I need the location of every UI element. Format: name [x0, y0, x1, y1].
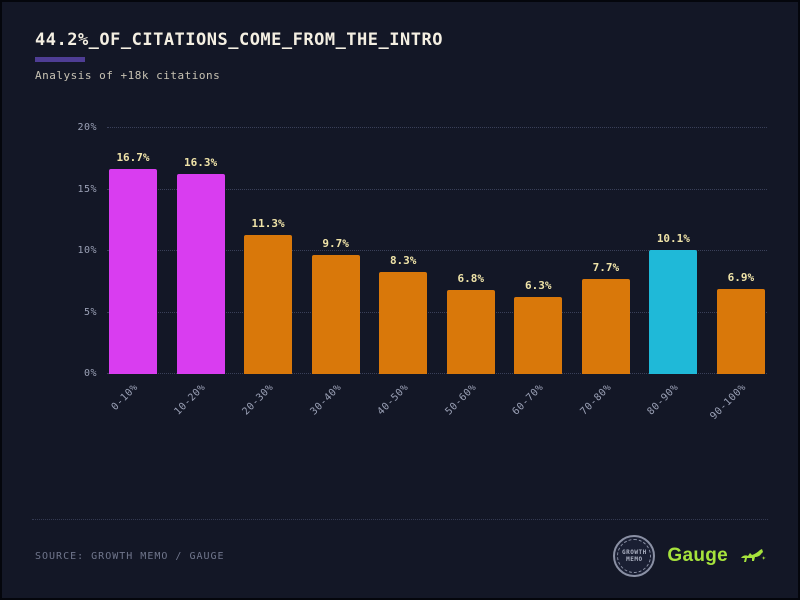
x-axis-tick-label: 0-10% [109, 382, 141, 413]
x-axis-tick-label: 10-20% [172, 382, 209, 418]
y-axis-tick-label: 0% [83, 368, 97, 379]
bar [446, 290, 495, 374]
bar-value-label: 11.3% [251, 217, 285, 231]
bar [379, 271, 428, 374]
x-axis-tick-label: 90-100% [708, 382, 749, 423]
gridline-10% [107, 250, 767, 251]
x-axis-tick-label: 20-30% [240, 382, 276, 418]
bar-column: 6.8% 50-60% [443, 128, 495, 417]
y-axis-tick-label: 10% [77, 245, 97, 256]
bar-value-label: 6.8% [457, 272, 484, 286]
bar-value-label: 16.7% [116, 150, 150, 164]
bar-column: 7.7% 70-80% [578, 128, 630, 417]
bar-value-label: 6.3% [525, 278, 552, 292]
bar-column: 8.3% 40-50% [376, 128, 428, 417]
bar-value-label: 7.7% [592, 261, 620, 275]
bar-column: 11.3% 20-30% [240, 128, 293, 417]
page-subtitle: Analysis of +18k citations [35, 69, 221, 82]
x-axis-tick-label: 30-40% [307, 382, 344, 418]
footer-divider [32, 519, 768, 520]
bar [109, 168, 157, 374]
bars-container: 16.7% 0-10% 16.3% 10-20% 11.3% 20-30% 9.7% 30-4… [109, 128, 765, 422]
bar [716, 289, 765, 374]
growth-memo-badge: GROWTH MEMO [613, 535, 656, 577]
bar [176, 173, 225, 374]
gauge-logo-text: Gauge [667, 545, 728, 566]
bar-column: 16.7% 0-10% [109, 128, 157, 413]
gridline-20% [107, 127, 767, 128]
bar-chart-plot-area: 0% 5% 10% 15% 20% 16.7% 0-10% 16.3% 10-20% 11.3% 2… [77, 122, 767, 422]
bar [581, 279, 630, 374]
bar-column: 16.3% 10-20% [173, 128, 225, 417]
x-axis-tick-label: 50-60% [443, 382, 479, 418]
bar [311, 254, 360, 374]
title-underline [35, 57, 85, 62]
y-axis-tick-label: 20% [77, 122, 97, 133]
y-axis-tick-label: 5% [83, 306, 97, 318]
bar [514, 296, 563, 374]
bar-column: 10.1% 80-90% [646, 128, 698, 417]
bar-column: 6.9% 90-100% [709, 128, 765, 422]
y-axis-tick-label: 15% [77, 183, 97, 195]
x-axis-tick-label: 60-70% [510, 382, 547, 418]
bar-value-label: 8.3% [389, 253, 417, 267]
bar [244, 235, 293, 374]
gridline-5% [107, 311, 767, 313]
gridline-15% [107, 188, 767, 190]
gridline-0% [107, 373, 767, 374]
bar-column: 9.7% 30-40% [308, 128, 360, 417]
bar-column: 6.3% 60-70% [511, 128, 563, 417]
bar [649, 249, 698, 374]
bar-value-label: 9.7% [322, 236, 349, 250]
x-axis-tick-label: 70-80% [578, 382, 614, 418]
bar-value-label: 6.9% [727, 271, 755, 285]
page-title: 44.2%_OF_CITATIONS_COME_FROM_THE_INTRO [35, 30, 443, 50]
source-credit: SOURCE: GROWTH MEMO / GAUGE [35, 551, 225, 562]
x-axis-tick-label: 40-50% [375, 382, 411, 418]
growth-memo-badge-text: GROWTH MEMO [617, 539, 652, 573]
footer-logo-group: GROWTH MEMO Gauge [613, 535, 766, 577]
bar-value-label: 10.1% [656, 231, 690, 245]
x-axis-tick-label: 80-90% [645, 382, 682, 418]
leaping-dog-icon [740, 548, 766, 564]
bar-value-label: 16.3% [183, 155, 218, 169]
